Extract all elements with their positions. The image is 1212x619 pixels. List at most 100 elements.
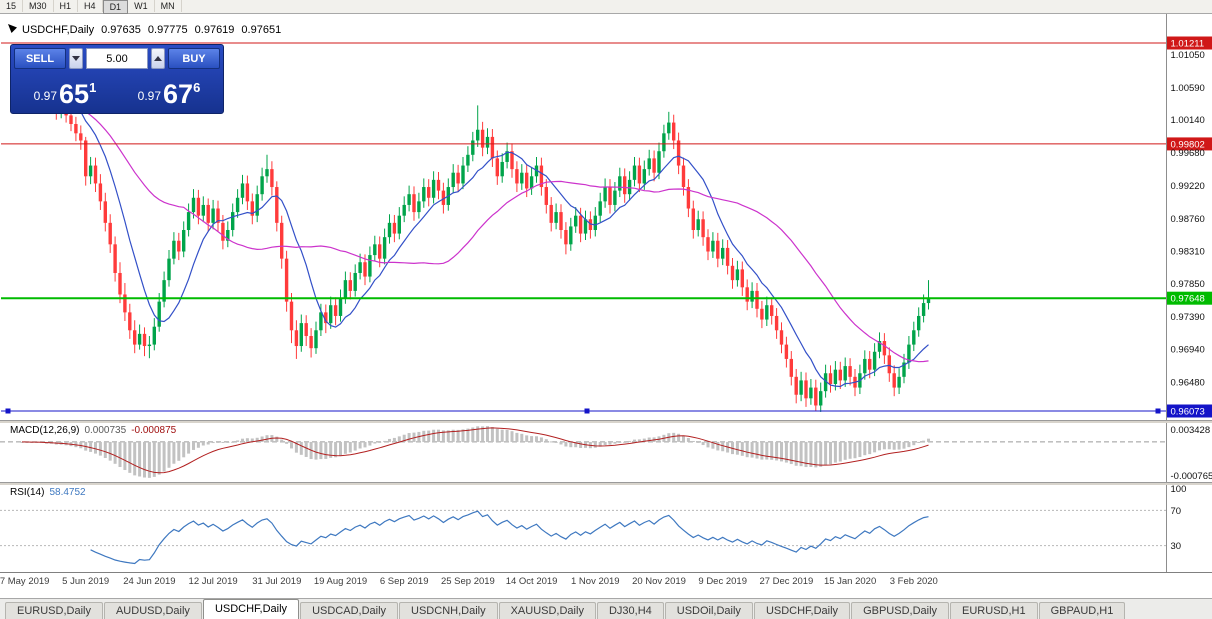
date-label: 17 May 2019 [0,576,50,587]
date-label: 24 Jun 2019 [123,576,176,587]
sell-price-sup: 1 [89,80,97,95]
one-click-trade-panel: SELL BUY 0.97 65 1 0.97 67 6 [10,44,224,114]
rsi-axis-label: 30 [1171,541,1182,552]
date-label: 5 Jun 2019 [62,576,110,587]
chart-tab-gbpaud-h1[interactable]: GBPAUD,H1 [1038,602,1126,619]
date-label: 9 Dec 2019 [698,576,747,587]
date-label: 14 Oct 2019 [505,576,558,587]
chart-tab-usdchf-daily[interactable]: USDCHF,Daily [202,599,300,619]
rsi-value: 58.4752 [49,487,86,498]
buy-price-small: 0.97 [137,89,162,103]
quote-low: 0.97619 [194,24,235,36]
date-label: 19 Aug 2019 [313,576,368,587]
rsi-axis-label: 100 [1171,484,1187,495]
quote-high: 0.97775 [147,24,188,36]
price-badge-label: 1.01211 [1171,39,1205,50]
price-tick-label: 0.97850 [1171,279,1205,290]
macd-pane-canvas[interactable]: 0.003428 -0.000765 [0,422,1212,482]
macd-axis-top-label: 0.003428 [1171,425,1211,436]
pane-splitter[interactable] [0,482,1212,485]
timeframe-button-mn[interactable]: MN [155,0,182,12]
volume-increase-button[interactable] [151,48,165,69]
chart-tab-usdchf-daily[interactable]: USDCHF,Daily [753,602,851,619]
volume-decrease-button[interactable] [69,48,83,69]
date-label: 12 Jul 2019 [188,576,238,587]
date-label: 3 Feb 2020 [889,576,938,587]
price-tick-label: 0.99220 [1171,181,1205,192]
chart-tab-eurusd-h1[interactable]: EURUSD,H1 [950,602,1038,619]
buy-button[interactable]: BUY [168,48,220,69]
time-axis[interactable]: 17 May 2019 5 Jun 2019 24 Jun 2019 12 Jul 2… [0,572,1212,593]
date-label: 15 Jan 2020 [823,576,877,587]
chart-tab-usdoil-daily[interactable]: USDOil,Daily [664,602,753,619]
buy-price-sup: 6 [193,80,201,95]
price-tick-label: 0.96940 [1171,344,1205,355]
timeframe-button-w1[interactable]: W1 [128,0,155,12]
chart-tab-usdcnh-daily[interactable]: USDCNH,Daily [399,602,498,619]
chart-tab-gbpusd-daily[interactable]: GBPUSD,Daily [851,602,950,619]
date-label: 25 Sep 2019 [440,576,495,587]
price-badge-label: 0.97648 [1171,294,1205,305]
price-badge [1167,137,1212,151]
price-tick-label: 1.01050 [1171,50,1205,61]
chart-tab-bar: EURUSD,Daily AUDUSD,Daily USDCHF,Daily USDC… [0,598,1212,619]
price-tick-label: 0.97390 [1171,312,1205,323]
sell-button[interactable]: SELL [14,48,66,69]
price-tick-label: 0.98310 [1171,246,1205,257]
rsi-pane-canvas[interactable]: 100 70 30 [0,484,1212,572]
rsi-indicator-label: RSI(14) 58.4752 [10,487,86,498]
macd-name: MACD(12,26,9) [10,425,80,436]
chart-tab-usdcad-daily[interactable]: USDCAD,Daily [300,602,399,619]
timeframe-button-15[interactable]: 15 [0,0,24,12]
timeframe-button-h1[interactable]: H1 [54,0,79,12]
macd-histogram [20,426,930,478]
chart-tab-xauusd-daily[interactable]: XAUUSD,Daily [498,602,596,619]
quote-close: 0.97651 [241,24,282,36]
ma-fast-line [21,84,929,388]
timeframe-button-m30[interactable]: M30 [23,0,54,12]
rsi-axis-label: 70 [1171,506,1182,517]
rsi-name: RSI(14) [10,487,45,498]
date-label: 6 Sep 2019 [379,576,429,587]
macd-signal-line [21,427,929,474]
triangle-up-icon [154,56,162,61]
price-badge [1167,36,1212,50]
price-axis[interactable]: 1.01050 1.00590 1.00140 0.99680 0.99220 0.987… [1171,50,1205,388]
horizontal-lines-layer[interactable]: 1.01211 0.99802 0.97648 0.96073 [1,36,1212,418]
date-label: 27 Dec 2019 [759,576,814,587]
macd-indicator-label: MACD(12,26,9) 0.000735 -0.000875 [10,425,176,436]
timeframe-button-d1[interactable]: D1 [102,0,129,14]
price-tick-label: 0.98760 [1171,214,1205,225]
price-tick-label: 1.00140 [1171,115,1205,126]
price-badge [1167,291,1212,305]
volume-input[interactable] [86,48,148,69]
price-badge-label: 0.96073 [1171,406,1205,417]
buy-price-big: 67 [163,79,194,109]
price-tick-label: 0.96480 [1171,377,1205,388]
timeframe-button-h4[interactable]: H4 [78,0,103,12]
timeframe-toolbar: 15 M30 H1 H4 D1 W1 MN [0,0,1212,14]
date-label: 31 Jul 2019 [252,576,302,587]
macd-axis-bottom-label: -0.000765 [1171,471,1212,482]
price-tick-label: 0.99680 [1171,148,1205,159]
price-badge-label: 0.99802 [1171,139,1205,150]
buy-price-display[interactable]: 0.97 67 6 [118,72,220,110]
chart-tab-audusd-daily[interactable]: AUDUSD,Daily [103,602,202,619]
ma-slow-line [21,84,929,363]
macd-main-value: 0.000735 [84,425,127,436]
timeframe-buttons: 15 M30 H1 H4 D1 W1 MN [0,0,182,14]
triangle-down-icon [72,56,80,61]
pane-splitter[interactable] [0,420,1212,423]
date-label: 1 Nov 2019 [571,576,620,587]
sell-price-display[interactable]: 0.97 65 1 [14,72,116,110]
quote-open: 0.97635 [101,24,141,36]
quote-symbol: USDCHF,Daily [22,24,95,36]
rsi-line [90,510,929,565]
cursor-arrow-icon [8,24,17,36]
candles-layer [20,73,931,412]
date-label: 20 Nov 2019 [632,576,686,587]
chart-tab-dj30-h4[interactable]: DJ30,H4 [596,602,664,619]
chart-tab-eurusd-daily[interactable]: EURUSD,Daily [5,602,103,619]
price-tick-label: 1.00590 [1171,83,1205,94]
